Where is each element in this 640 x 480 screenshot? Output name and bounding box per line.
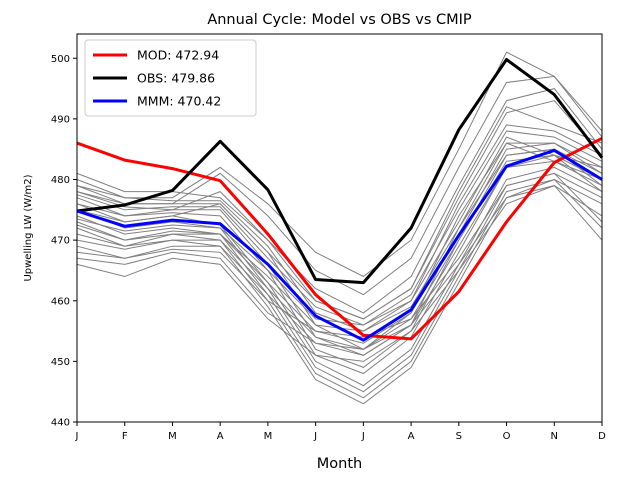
cmip-member-line-11: [76, 178, 603, 350]
y-axis-label: Upwelling LW (W/m2): [23, 174, 34, 281]
y-axis: 440 450 460 470 480 490 500: [51, 54, 77, 429]
cmip-member-line-14: [76, 51, 603, 278]
y-tick-label: 440: [51, 418, 70, 429]
legend: MOD: 472.94 OBS: 479.86 MMM: 470.42: [84, 39, 257, 117]
cmip-member-line-19: [76, 148, 603, 350]
x-tick-label: A: [217, 431, 224, 442]
series-line-mod: [76, 136, 603, 341]
x-axis-label: Month: [317, 456, 362, 472]
x-tick-label: M: [168, 431, 177, 442]
legend-label-mmm: MMM: 470.42: [137, 94, 221, 109]
y-tick-label: 500: [51, 54, 70, 65]
x-tick-label: F: [122, 431, 128, 442]
x-tick-label: J: [75, 431, 79, 442]
cmip-member-line-20: [76, 154, 603, 356]
cmip-member-line-18: [76, 142, 603, 344]
chart-title: Annual Cycle: Model vs OBS vs CMIP: [207, 12, 472, 28]
legend-label-obs: OBS: 479.86: [137, 71, 215, 86]
plot-frame: [76, 33, 603, 423]
series-line-mmm: [76, 148, 603, 342]
x-tick-label: O: [503, 431, 511, 442]
y-tick-label: 490: [51, 114, 70, 125]
cmip-member-line-12: [76, 185, 603, 362]
y-tick-label: 460: [51, 296, 70, 307]
x-tick-label: N: [551, 431, 558, 442]
legend-box: [84, 39, 257, 117]
x-tick-label: S: [456, 431, 462, 442]
series-line-obs: [76, 58, 604, 285]
x-tick-label: M: [264, 431, 273, 442]
cmip-member-line-7: [76, 166, 603, 387]
cmip-member-line-16: [76, 88, 603, 314]
legend-label-mod: MOD: 472.94: [137, 48, 219, 63]
y-tick-label: 470: [51, 236, 70, 247]
cmip-member-line-13: [76, 172, 603, 338]
x-tick-label: A: [408, 431, 415, 442]
cmip-member-line-9: [76, 178, 603, 399]
x-tick-label: J: [361, 431, 365, 442]
cmip-members: [76, 51, 603, 405]
cmip-member-line-22: [76, 136, 603, 326]
y-tick-label: 480: [51, 175, 70, 186]
main-series: [76, 58, 604, 342]
cmip-member-line-17: [76, 100, 603, 320]
y-tick-label: 450: [51, 357, 70, 368]
x-tick-label: J: [313, 431, 317, 442]
x-tick-label: D: [598, 431, 606, 442]
